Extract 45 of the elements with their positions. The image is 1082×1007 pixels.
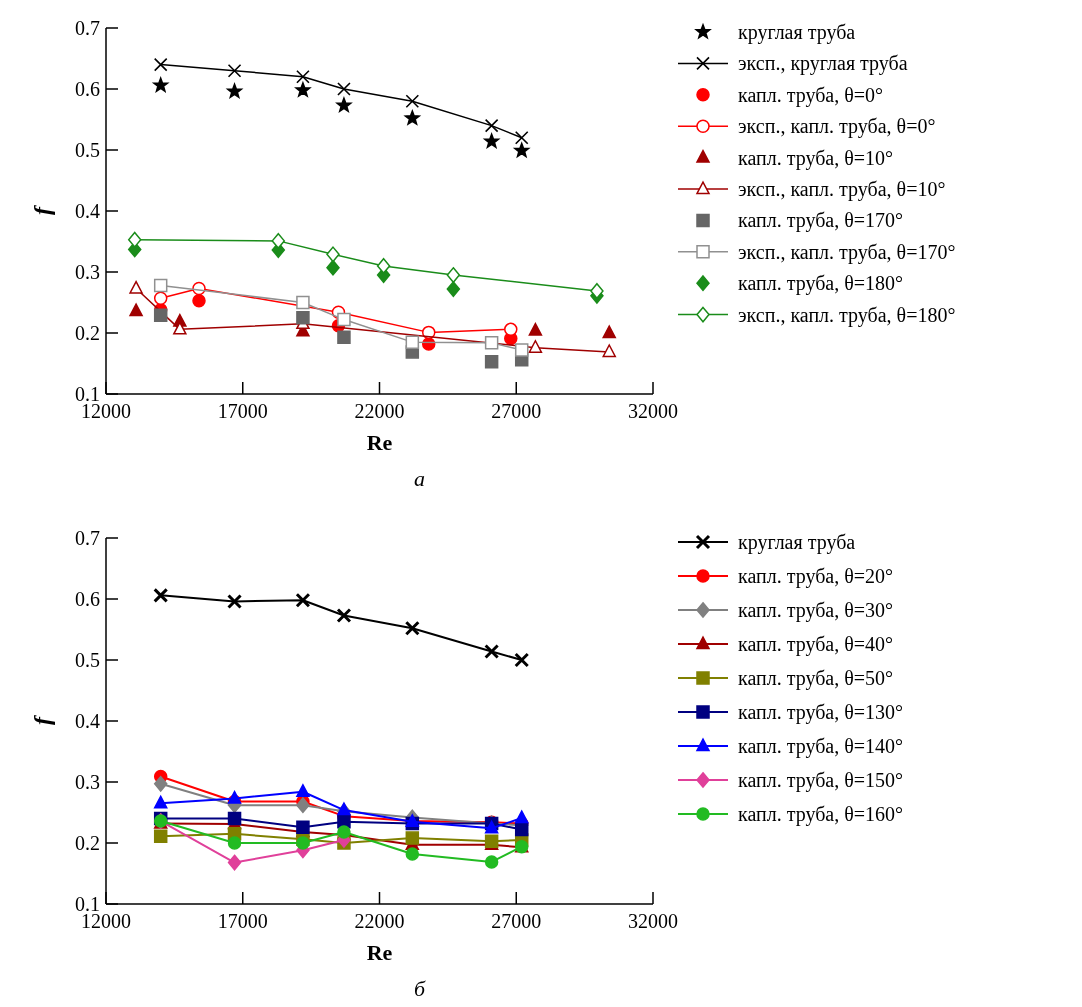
y-tick-label: 0.2 <box>75 832 100 854</box>
x-tick-label: 27000 <box>491 400 542 422</box>
legend-label: капл. труба, θ=160° <box>738 803 904 826</box>
x-tick-label: 17000 <box>217 910 268 932</box>
x-axis-title: Re <box>366 940 393 965</box>
y-tick-label: 0.4 <box>75 200 100 222</box>
y-tick-label: 0.7 <box>75 17 100 39</box>
legend-label: эксп., круглая труба <box>738 52 908 76</box>
y-tick-label: 0.5 <box>75 139 100 161</box>
legend-label: эксп., капл. труба, θ=170° <box>738 240 956 264</box>
y-tick-label: 0.6 <box>75 588 100 610</box>
x-tick-label: 32000 <box>628 910 678 932</box>
legend-label: эксп., капл. труба, θ=180° <box>738 303 956 327</box>
y-tick-label: 0.4 <box>75 710 100 732</box>
y-tick-label: 0.7 <box>75 527 100 549</box>
legend-label: капл. труба, θ=180° <box>738 272 904 296</box>
x-axis-title: Re <box>366 430 393 455</box>
legend-label: капл. труба, θ=170° <box>738 209 904 233</box>
text: а <box>414 466 425 491</box>
legend-label: капл. труба, θ=0° <box>738 83 884 107</box>
x-tick-label: 17000 <box>217 400 268 422</box>
y-tick-label: 0.6 <box>75 78 100 100</box>
legend-label: капл. труба, θ=150° <box>738 769 904 792</box>
y-axis-title: f <box>29 715 55 725</box>
legend-label: капл. труба, θ=140° <box>738 735 904 758</box>
y-tick-label: 0.2 <box>75 322 100 344</box>
legend-label: капл. труба, θ=40° <box>738 633 894 656</box>
x-tick-label: 27000 <box>491 910 542 932</box>
legend-label: эксп., капл. труба, θ=10° <box>738 178 946 201</box>
legend-label: капл. труба, θ=10° <box>738 146 894 170</box>
text: б <box>413 976 426 1001</box>
x-tick-label: 32000 <box>628 400 678 422</box>
legend-label: круглая труба <box>738 21 856 44</box>
legend-label: капл. труба, θ=30° <box>738 599 894 622</box>
y-tick-label: 0.5 <box>75 649 100 671</box>
legend-label: круглая труба <box>738 531 856 554</box>
y-tick-label: 0.3 <box>75 261 100 283</box>
x-tick-label: 22000 <box>354 400 405 422</box>
legend-label: капл. труба, θ=130° <box>738 701 904 724</box>
legend-label: эксп., капл. труба, θ=0° <box>738 115 936 139</box>
x-tick-label: 22000 <box>354 910 405 932</box>
y-axis-title: f <box>29 205 55 215</box>
legend-label: капл. труба, θ=50° <box>738 667 894 690</box>
legend-label: капл. труба, θ=20° <box>738 565 894 588</box>
y-tick-label: 0.3 <box>75 771 100 793</box>
